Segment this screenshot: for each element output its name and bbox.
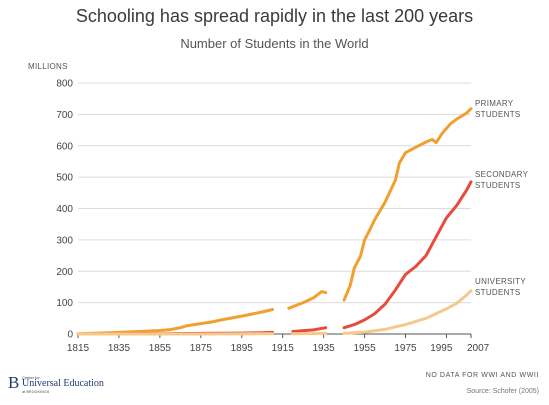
source-note: Source: Schofer (2005) (466, 388, 539, 395)
logo-letter: B (8, 373, 20, 392)
no-data-note: NO DATA FOR WWI AND WWII (425, 372, 539, 379)
y-axis-unit-label: MILLIONS (28, 62, 68, 71)
series-label-primary: PRIMARY (475, 99, 514, 108)
y-tick-label: 300 (56, 235, 73, 246)
series-line-primary (76, 308, 274, 336)
logo-sub-text: at BROOKINGS (22, 390, 50, 394)
y-tick-label: 800 (56, 79, 73, 90)
x-tick-label: 1835 (108, 343, 131, 354)
x-tick-label: 1895 (231, 343, 254, 354)
x-tick-label: 1815 (67, 343, 90, 354)
series-label-primary: STUDENTS (475, 110, 521, 119)
x-tick-label: 2007 (467, 343, 490, 354)
y-tick-label: 500 (56, 173, 73, 184)
x-tick-label: 1995 (430, 343, 453, 354)
series-line-primary (287, 290, 328, 310)
series-line-secondary (342, 180, 473, 330)
x-tick-label: 1955 (353, 343, 376, 354)
x-tick-label: 1875 (190, 343, 213, 354)
series-line-secondary (291, 326, 328, 333)
y-tick-label: 200 (56, 267, 73, 278)
series-label-university: STUDENTS (475, 288, 521, 297)
logo-main-text: Universal Education (22, 378, 104, 389)
x-tick-label: 1915 (272, 343, 295, 354)
x-tick-label: 1855 (149, 343, 172, 354)
series-label-university: UNIVERSITY (475, 277, 526, 286)
y-tick-label: 100 (56, 298, 73, 309)
y-tick-label: 0 (67, 330, 73, 341)
y-tick-label: 600 (56, 141, 73, 152)
series-label-secondary: STUDENTS (475, 181, 521, 190)
logo-small-text: Center for (22, 375, 40, 380)
series-line-primary (342, 107, 473, 302)
series-line-university (342, 289, 473, 335)
series-label-secondary: SECONDARY (475, 170, 529, 179)
x-tick-label: 1975 (394, 343, 417, 354)
chart-subtitle: Number of Students in the World (180, 36, 369, 51)
chart-title: Schooling has spread rapidly in the last… (75, 6, 474, 26)
y-tick-label: 400 (56, 204, 73, 215)
x-tick-label: 1935 (313, 343, 336, 354)
y-tick-label: 700 (56, 110, 73, 121)
